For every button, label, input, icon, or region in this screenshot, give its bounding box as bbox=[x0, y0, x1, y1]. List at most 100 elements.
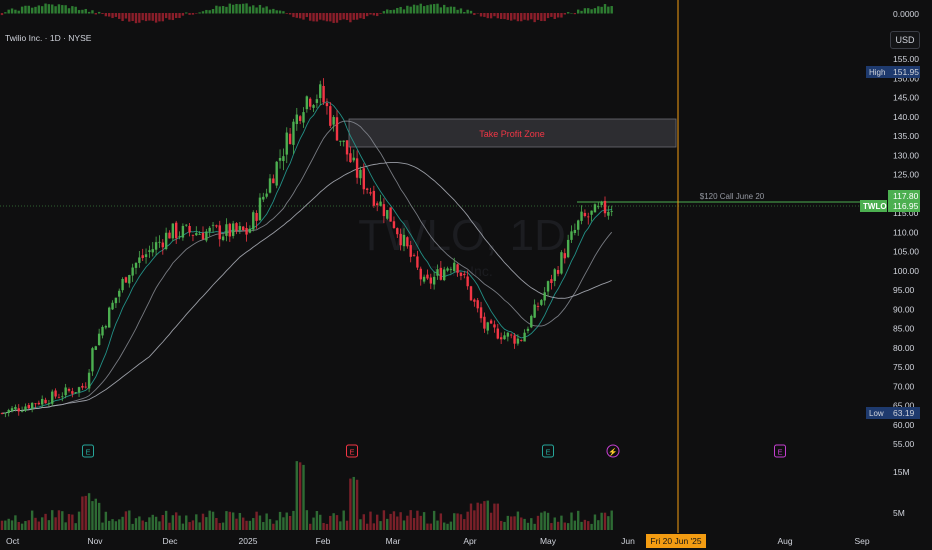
oscillator-bar bbox=[335, 13, 339, 23]
oscillator-bar bbox=[513, 13, 516, 20]
candle-body bbox=[144, 254, 148, 258]
volume-bar bbox=[97, 502, 101, 530]
oscillator-bar bbox=[339, 13, 342, 21]
dividend-icon bbox=[606, 444, 620, 458]
candle-body bbox=[469, 286, 473, 301]
candle-body bbox=[590, 210, 593, 215]
candle-body bbox=[530, 315, 533, 328]
oscillator-bar bbox=[610, 6, 613, 14]
oscillator-bar bbox=[64, 5, 67, 14]
date-marker-tag[interactable] bbox=[646, 534, 706, 548]
oscillator-bar bbox=[235, 3, 238, 14]
symbol-title[interactable]: Twilio Inc. · 1D · NYSE bbox=[5, 33, 92, 43]
price-tick-label: 125.00 bbox=[893, 170, 919, 180]
candle-body bbox=[479, 307, 483, 319]
volume-bar bbox=[298, 462, 302, 530]
volume-bar bbox=[118, 519, 121, 530]
candle-body bbox=[540, 300, 543, 305]
candle-body bbox=[386, 210, 389, 219]
volume-bar bbox=[265, 513, 268, 530]
volume-bar bbox=[469, 503, 473, 530]
oscillator-bar bbox=[158, 13, 161, 22]
candle-body bbox=[248, 228, 252, 233]
candle-body bbox=[67, 388, 71, 391]
oscillator-bar bbox=[118, 13, 121, 19]
candle-body bbox=[34, 403, 37, 405]
candle-body bbox=[77, 387, 81, 393]
oscillator-bar bbox=[245, 3, 248, 14]
oscillator-bar bbox=[536, 13, 540, 20]
volume-bar bbox=[533, 523, 536, 530]
oscillator-bar bbox=[114, 13, 118, 17]
oscillator-bar bbox=[412, 4, 416, 14]
oscillator-bar bbox=[570, 12, 573, 14]
candle-body bbox=[489, 320, 493, 324]
time-tick-label: Nov bbox=[87, 536, 103, 546]
oscillator-bar bbox=[463, 12, 466, 14]
candle-body bbox=[556, 270, 560, 274]
price-tick-label: 55.00 bbox=[893, 439, 915, 449]
oscillator-bar bbox=[27, 5, 30, 14]
volume-bar bbox=[208, 510, 211, 530]
volume-bar bbox=[510, 516, 513, 530]
candle-body bbox=[208, 227, 211, 232]
volume-bar bbox=[419, 515, 422, 530]
oscillator-bar bbox=[255, 7, 258, 14]
candle-body bbox=[154, 242, 158, 250]
oscillator-bar bbox=[161, 13, 164, 22]
oscillator-bar bbox=[131, 13, 134, 22]
oscillator-bar bbox=[121, 13, 124, 22]
candle-body bbox=[121, 278, 124, 291]
oscillator-bar bbox=[506, 13, 510, 20]
candle-body bbox=[238, 226, 242, 230]
oscillator-bar bbox=[365, 13, 369, 17]
price-tick-label: 85.00 bbox=[893, 324, 915, 334]
candle-body bbox=[536, 306, 540, 307]
candle-body bbox=[603, 200, 607, 214]
earnings-icon bbox=[82, 444, 94, 458]
candle-body bbox=[54, 390, 57, 397]
event-letter: E bbox=[545, 448, 550, 457]
volume-bar bbox=[282, 517, 285, 530]
ticker-tag-label: TWLO bbox=[863, 202, 887, 211]
oscillator-bar bbox=[520, 13, 523, 22]
volume-bars bbox=[0, 461, 613, 530]
oscillator-bar bbox=[128, 13, 131, 22]
volume-bar bbox=[161, 514, 164, 530]
candle-body bbox=[215, 225, 218, 227]
volume-bar bbox=[275, 520, 278, 530]
candle-body bbox=[114, 297, 118, 304]
volume-bar bbox=[546, 512, 550, 530]
candle-body bbox=[513, 335, 516, 344]
volume-bar bbox=[392, 511, 396, 530]
candle-body bbox=[439, 267, 443, 280]
candle-body bbox=[593, 204, 597, 213]
candle-body bbox=[493, 324, 496, 328]
volume-bar bbox=[185, 515, 188, 530]
price-tick-label: 60.00 bbox=[893, 420, 915, 430]
take-profit-zone[interactable] bbox=[348, 118, 677, 148]
volume-bar bbox=[124, 511, 128, 530]
candle-body bbox=[178, 235, 181, 237]
oscillator-bar bbox=[469, 10, 473, 14]
oscillator-bar bbox=[399, 6, 402, 14]
oscillator-bar bbox=[265, 6, 268, 14]
volume-bar bbox=[503, 521, 506, 530]
candle-body bbox=[412, 254, 416, 256]
oscillator-bar bbox=[560, 13, 563, 18]
candle-body bbox=[27, 405, 30, 409]
oscillator-bar bbox=[191, 13, 195, 15]
volume-bar bbox=[570, 512, 573, 530]
oscillator-bar bbox=[396, 7, 399, 14]
volume-bar bbox=[499, 520, 503, 530]
currency-button[interactable]: USD bbox=[890, 31, 920, 49]
oscillator-bar bbox=[282, 11, 285, 14]
time-tick-label: Sep bbox=[854, 536, 869, 546]
oscillator-bar bbox=[0, 13, 4, 16]
low-tag bbox=[866, 407, 920, 419]
oscillator-bar bbox=[111, 13, 114, 19]
volume-bar bbox=[526, 522, 530, 530]
candle-body bbox=[51, 391, 54, 404]
